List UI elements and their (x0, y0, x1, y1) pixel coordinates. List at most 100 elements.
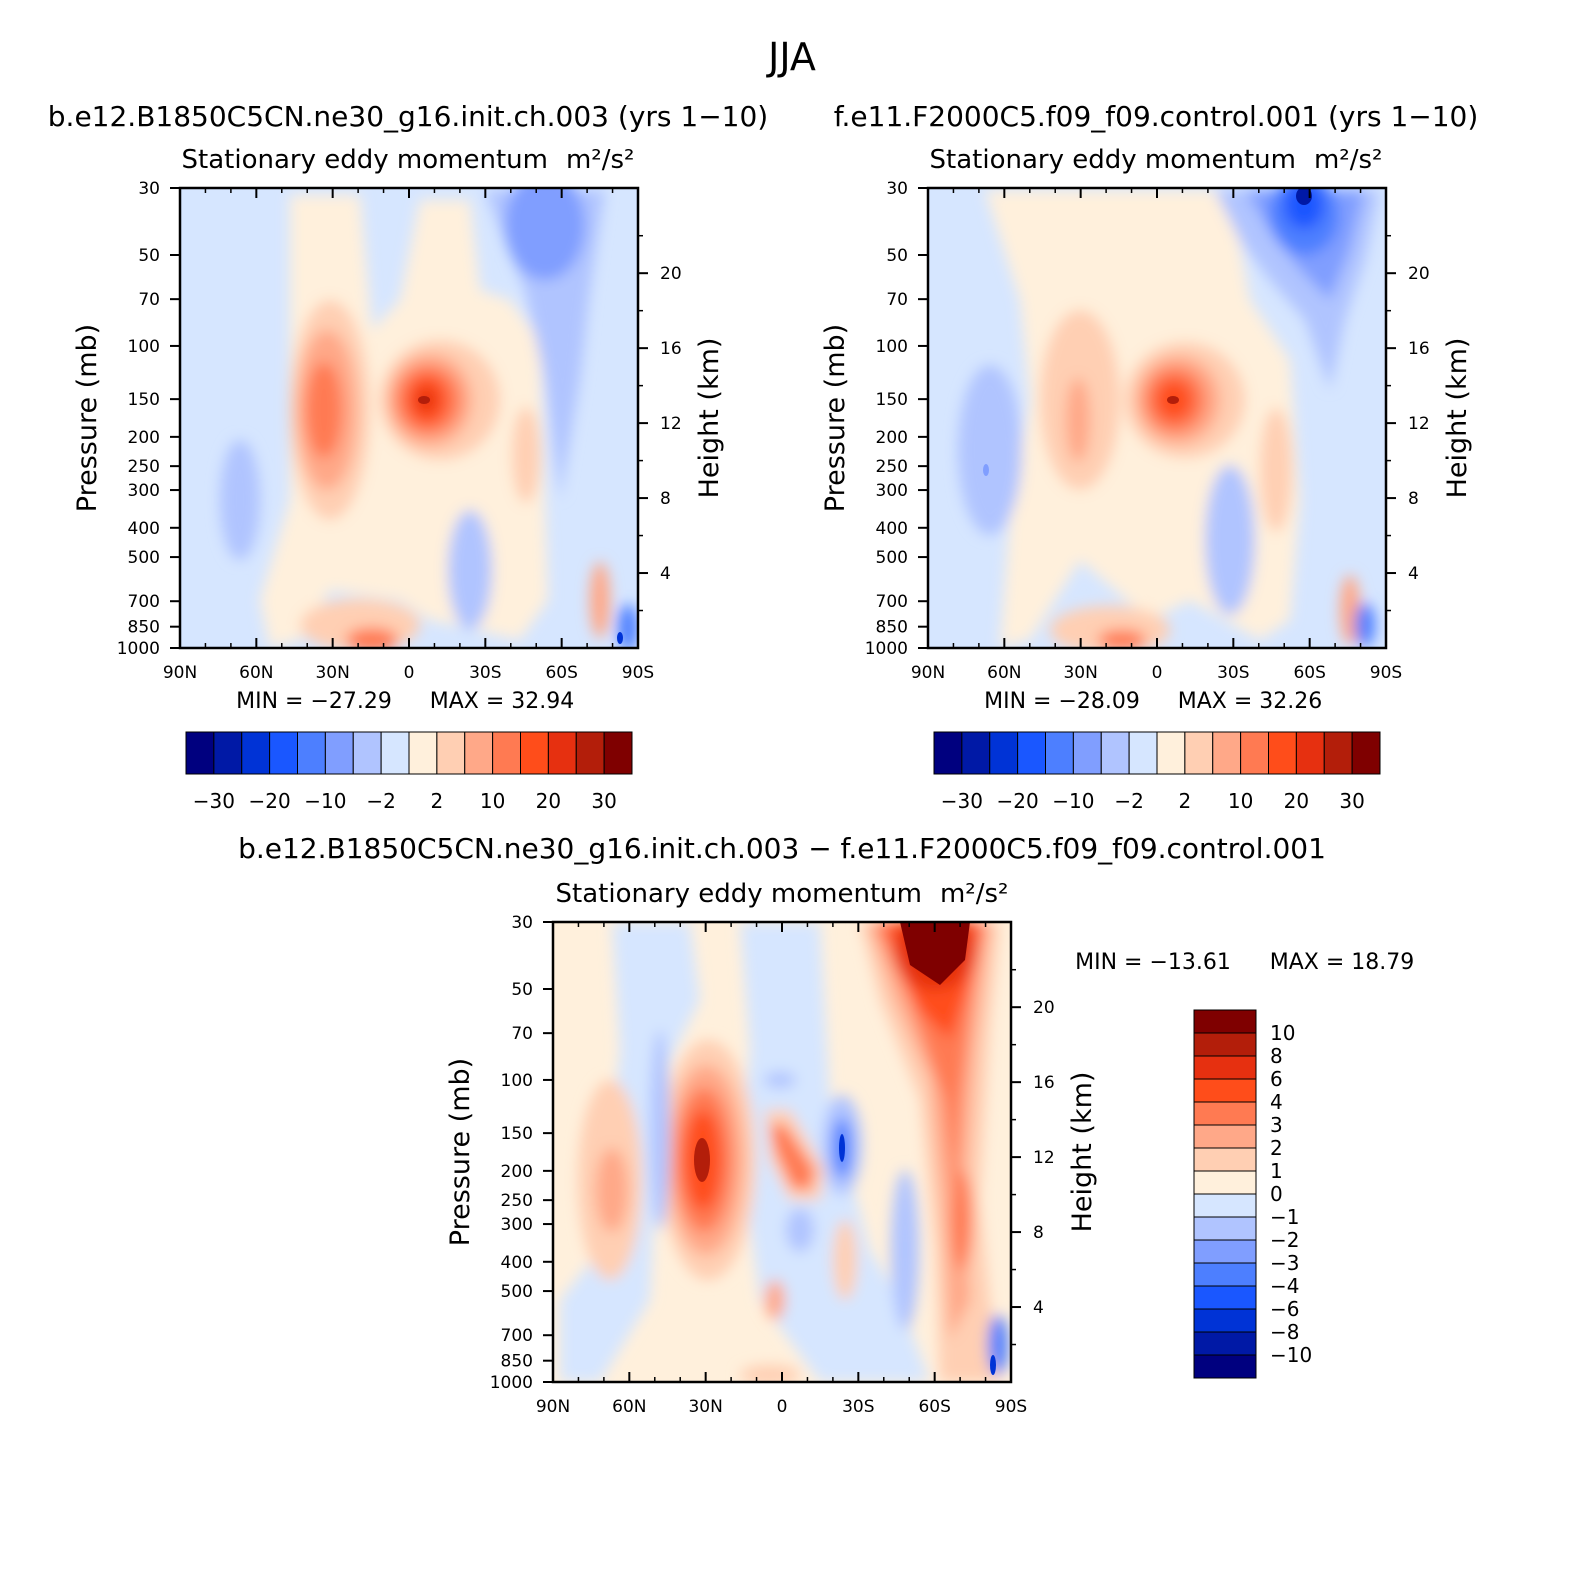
colorbar-label: 10 (480, 789, 505, 813)
x-tick-label: 0 (1152, 663, 1163, 683)
colorbar-swatch (436, 731, 466, 775)
colorbar-swatch (1193, 1285, 1257, 1310)
y2-tick-label: 12 (660, 414, 682, 434)
y2-tick-label: 20 (1033, 998, 1055, 1018)
y-tick-label: 700 (501, 1326, 533, 1346)
colorbar-swatch (297, 731, 326, 775)
y-axis-label: Pressure (mb) (72, 324, 103, 512)
colorbar-swatch (1193, 1216, 1257, 1241)
y2-tick-label: 16 (1408, 339, 1430, 359)
colorbar-swatch (241, 731, 271, 775)
y2-tick-label: 8 (660, 489, 671, 509)
figure-title: JJA (766, 35, 816, 79)
x-tick-label: 30N (688, 1397, 722, 1417)
colorbar-swatch (324, 731, 354, 775)
y-tick-label: 300 (876, 481, 908, 501)
colorbar-label: −30 (193, 789, 235, 813)
panel-top-right: f.e11.F2000C5.f09_f09.control.001 (yrs 1… (820, 100, 1478, 813)
colorbar-swatch (1193, 1193, 1257, 1218)
colorbar-swatch (1193, 1170, 1257, 1195)
colorbar-swatch (1193, 1055, 1257, 1080)
contour-field (553, 922, 1011, 1382)
y-tick-label: 700 (128, 592, 160, 612)
y2-tick-label: 20 (660, 264, 682, 284)
y-tick-label: 100 (128, 337, 160, 357)
x-tick-label: 90N (536, 1397, 570, 1417)
y2-axis-label: Height (km) (1067, 1072, 1098, 1233)
colorbar-swatch (1193, 1262, 1257, 1287)
colorbar-swatch (1184, 731, 1214, 775)
y-tick-label: 150 (501, 1124, 533, 1144)
colorbar-swatch (1240, 731, 1269, 775)
x-tick-label: 60S (1293, 663, 1325, 683)
y-tick-label: 300 (501, 1215, 533, 1235)
case-title: b.e12.B1850C5CN.ne30_g16.init.ch.003 (yr… (48, 100, 768, 133)
contour-field (928, 188, 1386, 648)
axes-top-right: 90N 60N 30N 0 30S 60S 90S 30 50 70 100 150 200 250 300… (865, 179, 1430, 683)
colorbar-swatch (520, 731, 549, 775)
y-tick-label: 200 (128, 428, 160, 448)
axes-difference: 90N 60N 30N 0 30S 60S 90S 30 50 70 100 150 200 250 300… (490, 913, 1055, 1417)
colorbar-swatch (1193, 1078, 1257, 1103)
colorbar-label: −2 (366, 789, 395, 813)
colorbar-swatch (1193, 1331, 1257, 1356)
y-tick-label: 30 (138, 179, 160, 199)
colorbar-label: 30 (1339, 789, 1364, 813)
y-tick-label: 700 (876, 592, 908, 612)
colorbar-swatch (269, 731, 298, 775)
colorbar-label: 10 (1270, 1021, 1295, 1045)
min-value: MIN = −27.29 (236, 689, 392, 714)
x-tick-label: 60N (612, 1397, 646, 1417)
colorbar-swatch (408, 731, 438, 775)
x-tick-label: 60N (987, 663, 1021, 683)
colorbar-swatch (575, 731, 605, 775)
colorbar-label: 20 (536, 789, 561, 813)
colorbar-swatch (213, 731, 243, 775)
y-tick-label: 850 (501, 1352, 533, 1372)
colorbar-swatch (1193, 1239, 1257, 1264)
y-tick-label: 250 (501, 1191, 533, 1211)
y-tick-label: 250 (876, 457, 908, 477)
colorbar-swatch (547, 731, 577, 775)
y-axis-label: Pressure (mb) (820, 324, 851, 512)
y-tick-label: 400 (501, 1253, 533, 1273)
colorbar-swatch (1100, 731, 1130, 775)
panel-subtitle: Stationary eddy momentum m²/s² (930, 145, 1383, 175)
y-tick-label: 300 (128, 481, 160, 501)
x-tick-label: 30S (469, 663, 501, 683)
y-tick-label: 1000 (490, 1373, 533, 1393)
panel-subtitle: Stationary eddy momentum m²/s² (182, 145, 635, 175)
x-tick-label: 30N (315, 663, 349, 683)
y2-tick-label: 4 (660, 564, 671, 584)
y-tick-label: 150 (128, 390, 160, 410)
colorbar-label: −4 (1270, 1274, 1299, 1298)
y-tick-label: 500 (128, 548, 160, 568)
colorbar-label: −30 (941, 789, 983, 813)
y2-tick-label: 8 (1408, 489, 1419, 509)
colorbar-label: 2 (1179, 789, 1192, 813)
y-tick-label: 200 (501, 1162, 533, 1182)
colorbar-label: −20 (249, 789, 291, 813)
colorbar-swatch (961, 731, 991, 775)
y-tick-label: 70 (138, 290, 160, 310)
colorbar-swatch (1268, 731, 1297, 775)
colorbar-label: 2 (431, 789, 444, 813)
x-tick-label: 90N (163, 663, 197, 683)
x-tick-label: 60S (918, 1397, 950, 1417)
colorbar-label: 6 (1270, 1067, 1283, 1091)
y-tick-label: 250 (128, 457, 160, 477)
colorbar-swatch (352, 731, 382, 775)
y-tick-label: 70 (511, 1024, 533, 1044)
axes-top-left: 90N 60N 30N 0 30S 60S 90S 30 50 70 100 150 200 250 300… (117, 179, 682, 683)
colorbar-swatch (1072, 731, 1102, 775)
colorbar-swatch (1128, 731, 1158, 775)
colorbar-swatch (1193, 1009, 1257, 1034)
panel-subtitle: Stationary eddy momentum m²/s² (556, 879, 1009, 909)
colorbar-swatch (380, 731, 410, 775)
x-tick-label: 60S (545, 663, 577, 683)
colorbar-swatch (1323, 731, 1353, 775)
colorbar-swatch (1045, 731, 1074, 775)
